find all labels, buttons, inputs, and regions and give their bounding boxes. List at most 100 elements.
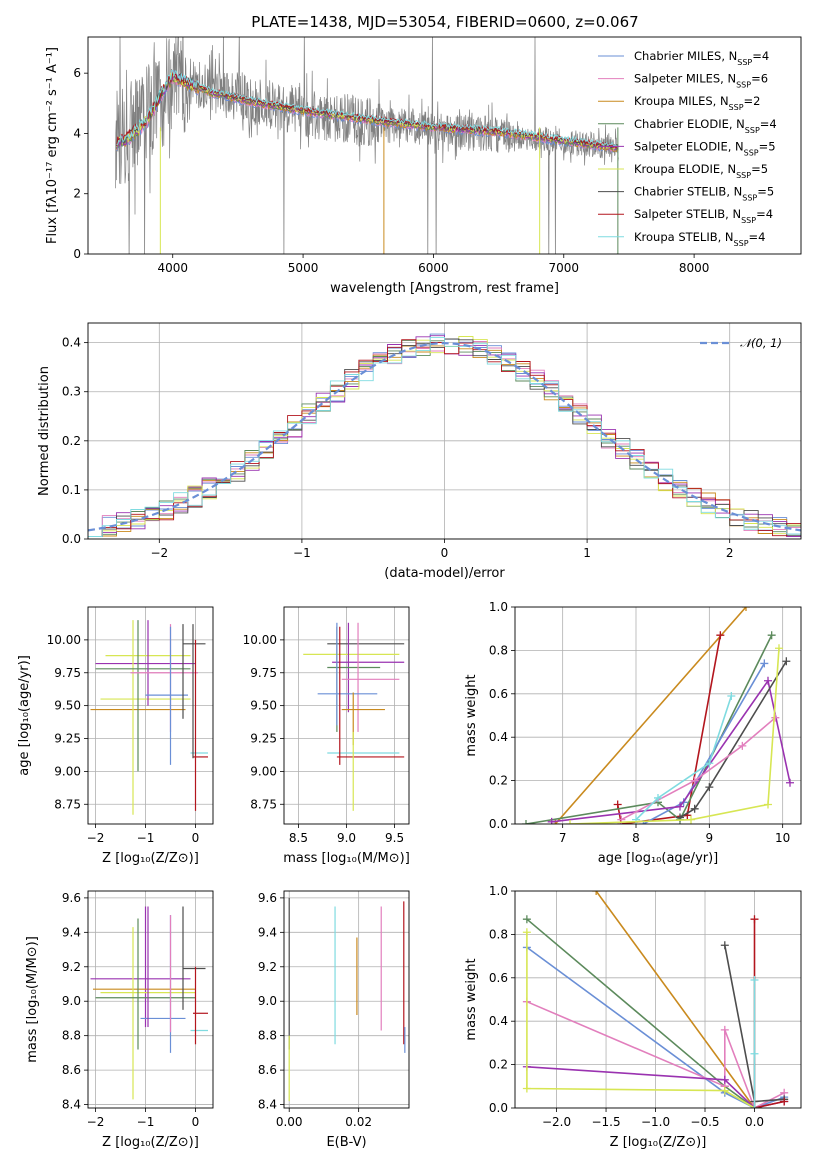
axes-frame [87, 890, 214, 1109]
axes-frame [87, 606, 214, 825]
y-tick-label: 0.0 [62, 532, 81, 546]
y-tick-label: 8.6 [62, 1063, 81, 1077]
mass-weight-line [616, 635, 722, 824]
y-tick-label: 9.4 [62, 925, 81, 939]
x-tick-label: 5000 [288, 261, 319, 275]
y-tick-label: 0.1 [62, 483, 81, 497]
mass-weight-marker [720, 941, 729, 950]
y-tick-label: 9.4 [258, 925, 277, 939]
y-tick-label: 4 [73, 126, 81, 140]
y-tick-label: 9.00 [250, 764, 277, 778]
y-axis-label: mass [log₁₀(M/M⊙)] [25, 936, 40, 1063]
y-tick-label: 0.6 [489, 687, 508, 701]
y-tick-label: 9.25 [54, 732, 81, 746]
x-tick-label: −1 [293, 546, 311, 560]
mass-weight-marker [592, 891, 601, 895]
mass-weight-marker [522, 915, 531, 924]
y-tick-label: 9.6 [62, 891, 81, 905]
x-axis-label: Z [log₁₀(Z/Z⊙)] [102, 851, 199, 866]
mass-weight-marker [782, 657, 791, 666]
x-tick-label: −0.5 [690, 1115, 719, 1129]
mass-weight-line [595, 891, 756, 1108]
x-tick-label: 0.02 [345, 1115, 372, 1129]
axes-frame [283, 890, 410, 1109]
y-tick-label: 0.4 [62, 336, 81, 350]
axes-frame [87, 322, 802, 540]
y-tick-label: 0.2 [489, 1058, 508, 1072]
y-tick-label: 9.2 [62, 960, 81, 974]
mass-weight-marker [760, 659, 769, 668]
y-tick-label: 9.0 [62, 994, 81, 1008]
x-tick-label: 8.5 [289, 831, 308, 845]
model-spectrum-line [116, 69, 619, 148]
x-tick-label: 0.00 [276, 1115, 303, 1129]
x-tick-label: 10 [775, 831, 790, 845]
mass-weight-marker [566, 820, 574, 824]
mass-weight-marker [750, 975, 759, 984]
weight-vs-age-panel: 7 8 9 10 0.0 0.2 0.4 0.6 0.8 1.0 age [log₁₀(age/yr… [464, 600, 802, 866]
x-tick-label: 9 [706, 831, 714, 845]
observed-spectrum [115, 37, 619, 254]
x-tick-label: −1 [137, 831, 155, 845]
legend-entry: 𝒩(0, 1) [740, 336, 782, 350]
mass-weight-marker [720, 1086, 729, 1095]
mass-weight-marker [750, 915, 759, 924]
plot-area [88, 891, 213, 1108]
y-tick-label: 6 [73, 66, 81, 80]
y-tick-label: 0.8 [489, 927, 508, 941]
x-axis-label: wavelength [Angstrom, rest frame] [330, 281, 559, 296]
legend-entry: Chabrier MILES, NSSP=4 [634, 49, 769, 67]
mass-weight-line [526, 932, 755, 1108]
mass-weight-marker [750, 1104, 759, 1108]
y-tick-label: 8.75 [54, 797, 81, 811]
mass-weight-marker [775, 644, 783, 653]
mass-weight-marker [522, 928, 531, 937]
mass-weight-marker [738, 741, 747, 750]
y-axis-label: mass weight [464, 674, 479, 756]
mass-weight-marker [786, 778, 794, 787]
x-tick-label: 8 [632, 831, 640, 845]
mass-weight-line [551, 678, 791, 823]
x-axis-label: (data-model)/error [384, 566, 505, 581]
x-axis-label: Z [log₁₀(Z/Z⊙)] [102, 1135, 199, 1150]
y-tick-label: 0.8 [489, 643, 508, 657]
x-tick-label: −1.5 [591, 1115, 620, 1129]
y-tick-label: 9.0 [258, 994, 277, 1008]
y-tick-label: 9.75 [54, 666, 81, 680]
mass-weight-marker [687, 815, 695, 824]
axes-frame [283, 606, 410, 825]
mass-weight-marker [764, 800, 772, 809]
mass-weight-line [679, 660, 787, 819]
y-tick-label: 9.75 [250, 666, 277, 680]
x-axis-label: E(B-V) [326, 1135, 366, 1150]
mass-vs-ebv-panel: 0.00 0.02 8.4 8.6 8.8 9.0 9.2 9.4 9.6 E(B-V) [258, 890, 410, 1150]
mass-weight-marker [690, 804, 699, 813]
age-vs-mass-panel: 8.5 9.0 9.5 8.75 9.00 9.25 9.50 9.75 10.00 mass [… [243, 606, 410, 866]
legend-entry: Kroupa MILES, NSSP=2 [634, 94, 760, 112]
y-tick-label: 8.4 [62, 1098, 81, 1112]
plot-area [284, 891, 409, 1108]
x-tick-label: 6000 [418, 261, 449, 275]
y-axis-label: Flux [fλ10⁻¹⁷ erg cm⁻² s⁻¹ A⁻¹] [45, 47, 60, 244]
y-tick-label: 10.00 [47, 633, 81, 647]
legend-entry: Salpeter ELODIE, NSSP=5 [634, 139, 776, 157]
mass-weight-line [526, 946, 785, 1108]
plot-area [88, 607, 213, 824]
residual-histogram-series [88, 336, 801, 537]
y-tick-label: 8.8 [258, 1029, 277, 1043]
y-tick-label: 9.25 [250, 732, 277, 746]
x-axis-label: age [log₁₀(age/yr)] [598, 851, 719, 866]
mass-weight-marker [613, 800, 622, 809]
x-tick-label: 7 [559, 831, 567, 845]
y-tick-label: 2 [73, 187, 81, 201]
weight-vs-metallicity-panel: −2.0 −1.5 −1.0 −0.5 0.0 0.0 0.2 0.4 0.6 0.8 1.0 Z [… [464, 884, 802, 1150]
y-tick-label: 1.0 [489, 600, 508, 614]
x-tick-label: 0 [192, 1115, 200, 1129]
axes-frame [514, 606, 802, 825]
y-tick-label: 8.4 [258, 1098, 277, 1112]
mass-weight-line [554, 607, 747, 824]
x-tick-label: −2 [87, 1115, 105, 1129]
y-tick-label: 0.0 [489, 817, 508, 831]
legend-entry: Salpeter MILES, NSSP=6 [634, 72, 768, 90]
mass-weight-marker [716, 631, 725, 640]
